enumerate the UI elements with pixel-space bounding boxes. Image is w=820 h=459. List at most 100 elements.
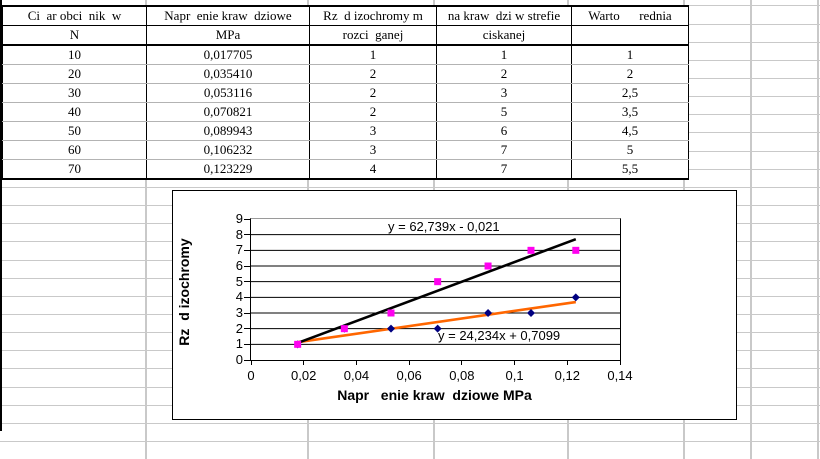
cell-stress[interactable]: 0,053116 — [146, 83, 310, 103]
y-axis-tick-label: 8 — [235, 226, 243, 242]
data-point-square — [434, 278, 442, 286]
x-axis-tick-label: 0 — [247, 368, 255, 383]
unit-mpa-cell[interactable]: MPa — [146, 25, 310, 46]
cell-stress[interactable]: 0,106232 — [146, 140, 310, 160]
trendline-equation-tension: y = 24,234x + 0,7099 — [438, 328, 561, 343]
x-axis-tick-label: 0,1 — [505, 368, 524, 383]
cell-compression[interactable]: 5 — [436, 102, 572, 122]
y-axis-tick — [244, 265, 251, 267]
cell-tension[interactable]: 3 — [309, 121, 437, 141]
x-axis-tick — [250, 360, 252, 365]
cell-compression[interactable]: 7 — [436, 159, 572, 180]
cell-mean[interactable]: 3,5 — [571, 102, 689, 122]
cell-mean[interactable]: 2 — [571, 64, 689, 84]
x-axis-tick-label: 0,12 — [554, 368, 580, 383]
x-axis-tick — [355, 360, 357, 365]
x-axis-tick — [619, 360, 621, 365]
header-load-cell[interactable]: Ci ar obci nik w — [2, 5, 147, 26]
cell-stress[interactable]: 0,089943 — [146, 121, 310, 141]
cell-load[interactable]: 60 — [2, 140, 147, 160]
cell-tension[interactable]: 3 — [309, 140, 437, 160]
x-axis-tick-label: 0,02 — [291, 368, 317, 383]
x-axis-tick — [408, 360, 410, 365]
cell-compression[interactable]: 2 — [436, 64, 572, 84]
cell-mean[interactable]: 2,5 — [571, 83, 689, 103]
cell-mean[interactable]: 1 — [571, 45, 689, 65]
x-axis-tick-label: 0,04 — [343, 368, 370, 383]
table-row: 70 0,123229 4 7 5,5 — [2, 159, 689, 180]
header-isochrome-tension-cell[interactable]: Rz d izochromy m — [309, 5, 437, 26]
data-point-diamond — [484, 309, 493, 317]
cell-tension[interactable]: 2 — [309, 102, 437, 122]
cell-load[interactable]: 20 — [2, 64, 147, 84]
y-axis-tick-label: 7 — [235, 242, 243, 258]
trendline-equation-compression: y = 62,739x - 0,021 — [388, 219, 500, 234]
cell-stress[interactable]: 0,035410 — [146, 64, 310, 84]
cell-tension[interactable]: 2 — [309, 83, 437, 103]
x-axis-tick-label: 0,08 — [449, 368, 475, 383]
empty-cell[interactable] — [571, 25, 689, 46]
table-row: 40 0,070821 2 5 3,5 — [2, 102, 689, 122]
cell-load[interactable]: 50 — [2, 121, 147, 141]
table-header-row-1: Ci ar obci nik w Napr enie kraw dziowe R… — [2, 5, 689, 26]
cell-load[interactable]: 10 — [2, 45, 147, 65]
y-axis-tick — [244, 343, 251, 345]
y-axis-tick — [244, 281, 251, 283]
sheet-row-gridline — [0, 422, 820, 424]
x-axis-tick-label: 0,06 — [396, 368, 422, 383]
cell-tension[interactable]: 2 — [309, 64, 437, 84]
cell-mean[interactable]: 5 — [571, 140, 689, 160]
cell-stress[interactable]: 0,123229 — [146, 159, 310, 180]
data-point-square — [572, 246, 580, 254]
data-point-diamond — [386, 324, 395, 333]
data-point-square — [294, 340, 302, 348]
cell-load[interactable]: 70 — [2, 159, 147, 180]
x-axis-tick-label: 0,14 — [607, 368, 633, 383]
table-header-row-2: N MPa rozci ganej ciskanej — [2, 25, 689, 46]
cell-tension[interactable]: 1 — [309, 45, 437, 65]
y-axis-tick-label: 5 — [235, 273, 243, 289]
data-point-square — [484, 262, 492, 270]
cell-tension[interactable]: 4 — [309, 159, 437, 180]
data-point-diamond — [433, 324, 442, 333]
cell-compression[interactable]: 3 — [436, 83, 572, 103]
chart-plot-area: y = 62,739x - 0,021 y = 24,234x + 0,7099… — [236, 212, 633, 383]
data-point-diamond — [526, 309, 535, 317]
sheet-column-gridline — [750, 0, 752, 459]
cell-stress[interactable]: 0,070821 — [146, 102, 310, 122]
sheet-column-gridline — [817, 0, 819, 459]
y-axis-tick — [244, 359, 251, 361]
trendline — [297, 300, 576, 344]
sheet-row-gridline — [0, 441, 820, 442]
results-table: Ci ar obci nik w Napr enie kraw dziowe R… — [2, 5, 689, 180]
unit-n-cell[interactable]: N — [2, 25, 147, 46]
y-axis-tick — [244, 218, 251, 220]
chart-series-layer — [251, 234, 620, 349]
cell-compression[interactable]: 7 — [436, 140, 572, 160]
x-axis-tick — [303, 360, 305, 365]
y-axis-tick-label: 4 — [235, 289, 243, 305]
cell-mean[interactable]: 4,5 — [571, 121, 689, 141]
table-row: 50 0,089943 3 6 4,5 — [2, 121, 689, 141]
y-axis-tick-label: 1 — [235, 336, 243, 352]
header-stress-cell[interactable]: Napr enie kraw dziowe — [146, 5, 310, 26]
cell-compression[interactable]: 1 — [436, 45, 572, 65]
chart-object[interactable]: Rz d izochromy y = 62,739x - 0,021 y = 2… — [172, 190, 737, 420]
cell-mean[interactable]: 5,5 — [571, 159, 689, 180]
cell-load[interactable]: 40 — [2, 102, 147, 122]
table-row: 10 0,017705 1 1 1 — [2, 45, 689, 65]
cell-stress[interactable]: 0,017705 — [146, 45, 310, 65]
data-point-square — [387, 309, 395, 317]
subheader-compression-cell[interactable]: ciskanej — [436, 25, 572, 46]
header-mean-value-cell[interactable]: Warto rednia — [571, 5, 689, 26]
table-row: 60 0,106232 3 7 5 — [2, 140, 689, 160]
subheader-tension-cell[interactable]: rozci ganej — [309, 25, 437, 46]
header-isochrome-compression-cell[interactable]: na kraw dzi w strefie — [436, 5, 572, 26]
chart-x-axis-title: Napr enie kraw dziowe MPa — [337, 387, 532, 403]
y-axis-tick — [244, 234, 251, 236]
data-point-square — [527, 246, 535, 254]
cell-compression[interactable]: 6 — [436, 121, 572, 141]
x-axis-tick — [566, 360, 568, 365]
cell-load[interactable]: 30 — [2, 83, 147, 103]
